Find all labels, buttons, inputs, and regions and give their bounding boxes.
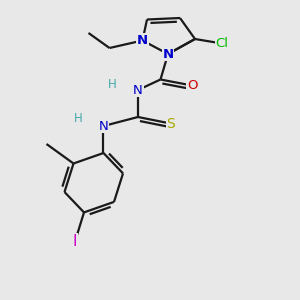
- Text: N: N: [162, 47, 174, 61]
- Text: N: N: [137, 34, 148, 47]
- Text: Cl: Cl: [215, 37, 229, 50]
- Text: N: N: [99, 119, 108, 133]
- Text: H: H: [74, 112, 82, 125]
- Text: N: N: [133, 83, 143, 97]
- Text: O: O: [187, 79, 197, 92]
- Text: H: H: [108, 77, 117, 91]
- Text: S: S: [167, 117, 176, 130]
- Text: I: I: [73, 234, 77, 249]
